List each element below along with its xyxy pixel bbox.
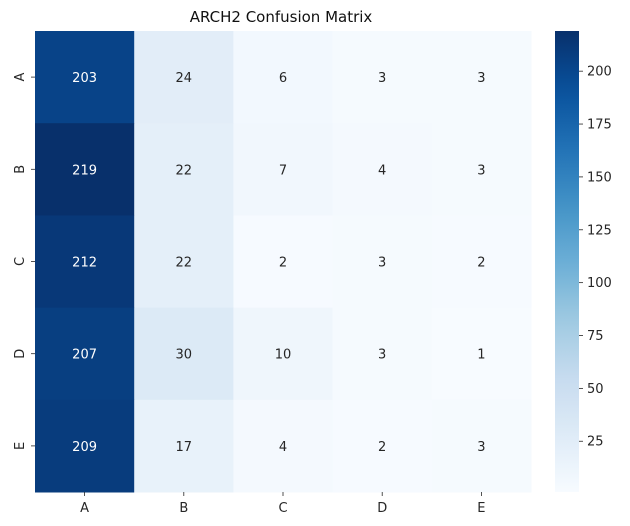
y-tick-label: E bbox=[13, 442, 28, 450]
y-tick-label: D bbox=[13, 349, 28, 359]
cell-value: 7 bbox=[279, 163, 287, 178]
cell-value: 3 bbox=[477, 163, 485, 178]
heatmap-cell bbox=[332, 123, 433, 216]
heatmap-cell bbox=[431, 123, 532, 216]
heatmap-cell bbox=[431, 399, 532, 493]
heatmap-cell bbox=[431, 215, 532, 309]
colorbar-tick-label: 100 bbox=[587, 276, 612, 291]
colorbar-ticks: 25 50 75 100 125 150 175 200 bbox=[579, 65, 612, 450]
cell-value: 2 bbox=[378, 440, 386, 455]
heatmap-cell bbox=[134, 307, 234, 401]
cell-value: 3 bbox=[378, 348, 386, 363]
cell-value: 2 bbox=[279, 256, 287, 271]
heatmap-cell bbox=[35, 307, 135, 401]
cell-value: 1 bbox=[477, 348, 485, 363]
cell-value: 2 bbox=[477, 256, 485, 271]
colorbar-tick-label: 175 bbox=[587, 118, 612, 133]
heatmap-cell bbox=[233, 215, 334, 309]
cell-value: 10 bbox=[275, 348, 292, 363]
cell-value: 207 bbox=[72, 348, 97, 363]
heatmap-cell bbox=[134, 123, 234, 216]
heatmap-cells bbox=[35, 31, 532, 493]
heatmap-cell bbox=[233, 399, 334, 493]
heatmap-cell bbox=[332, 399, 433, 493]
heatmap-cell bbox=[332, 307, 433, 401]
cell-value: 3 bbox=[477, 440, 485, 455]
heatmap-cell bbox=[35, 123, 135, 216]
colorbar bbox=[555, 31, 579, 492]
heatmap-cell bbox=[134, 215, 234, 309]
heatmap-cell bbox=[332, 31, 433, 124]
x-tick-label: A bbox=[80, 501, 89, 516]
colorbar-tick-label: 150 bbox=[587, 170, 612, 185]
cell-value: 4 bbox=[378, 163, 386, 178]
x-axis-ticks: A B C D E bbox=[80, 492, 486, 516]
colorbar-tick-label: 200 bbox=[587, 65, 612, 80]
cell-value: 24 bbox=[176, 71, 193, 86]
colorbar-tick-label: 75 bbox=[587, 329, 604, 344]
heatmap-cell bbox=[35, 215, 135, 309]
cell-value: 17 bbox=[176, 440, 193, 455]
heatmap-cell bbox=[134, 31, 234, 124]
heatmap-cell bbox=[233, 307, 334, 401]
chart-title: ARCH2 Confusion Matrix bbox=[190, 8, 373, 26]
cell-value: 22 bbox=[176, 256, 193, 271]
cell-value: 4 bbox=[279, 440, 287, 455]
cell-value: 3 bbox=[378, 71, 386, 86]
y-tick-label: A bbox=[13, 73, 28, 82]
cell-value: 6 bbox=[279, 71, 287, 86]
cell-value: 212 bbox=[72, 256, 97, 271]
heatmap-cell bbox=[233, 31, 334, 124]
colorbar-tick-label: 25 bbox=[587, 435, 604, 450]
heatmap-cell bbox=[35, 399, 135, 493]
heatmap-cell bbox=[134, 399, 234, 493]
cell-value: 219 bbox=[72, 163, 97, 178]
y-tick-label: B bbox=[13, 165, 28, 174]
x-tick-label: C bbox=[278, 501, 287, 516]
heatmap-cell bbox=[35, 31, 135, 124]
cell-value: 209 bbox=[72, 440, 97, 455]
x-tick-label: E bbox=[477, 501, 485, 516]
y-tick-label: C bbox=[13, 257, 28, 266]
cell-value: 203 bbox=[72, 71, 97, 86]
cell-value: 3 bbox=[378, 256, 386, 271]
cell-value: 30 bbox=[176, 348, 193, 363]
colorbar-tick-label: 125 bbox=[587, 223, 612, 238]
x-tick-label: B bbox=[179, 501, 188, 516]
cell-value: 22 bbox=[176, 163, 193, 178]
x-tick-label: D bbox=[377, 501, 387, 516]
heatmap-cell bbox=[332, 215, 433, 309]
y-axis-ticks: A B C D E bbox=[13, 73, 35, 450]
heatmap-cell bbox=[431, 307, 532, 401]
cell-value: 3 bbox=[477, 71, 485, 86]
heatmap-cell bbox=[431, 31, 532, 124]
colorbar-tick-label: 50 bbox=[587, 382, 604, 397]
heatmap-cell bbox=[233, 123, 334, 216]
